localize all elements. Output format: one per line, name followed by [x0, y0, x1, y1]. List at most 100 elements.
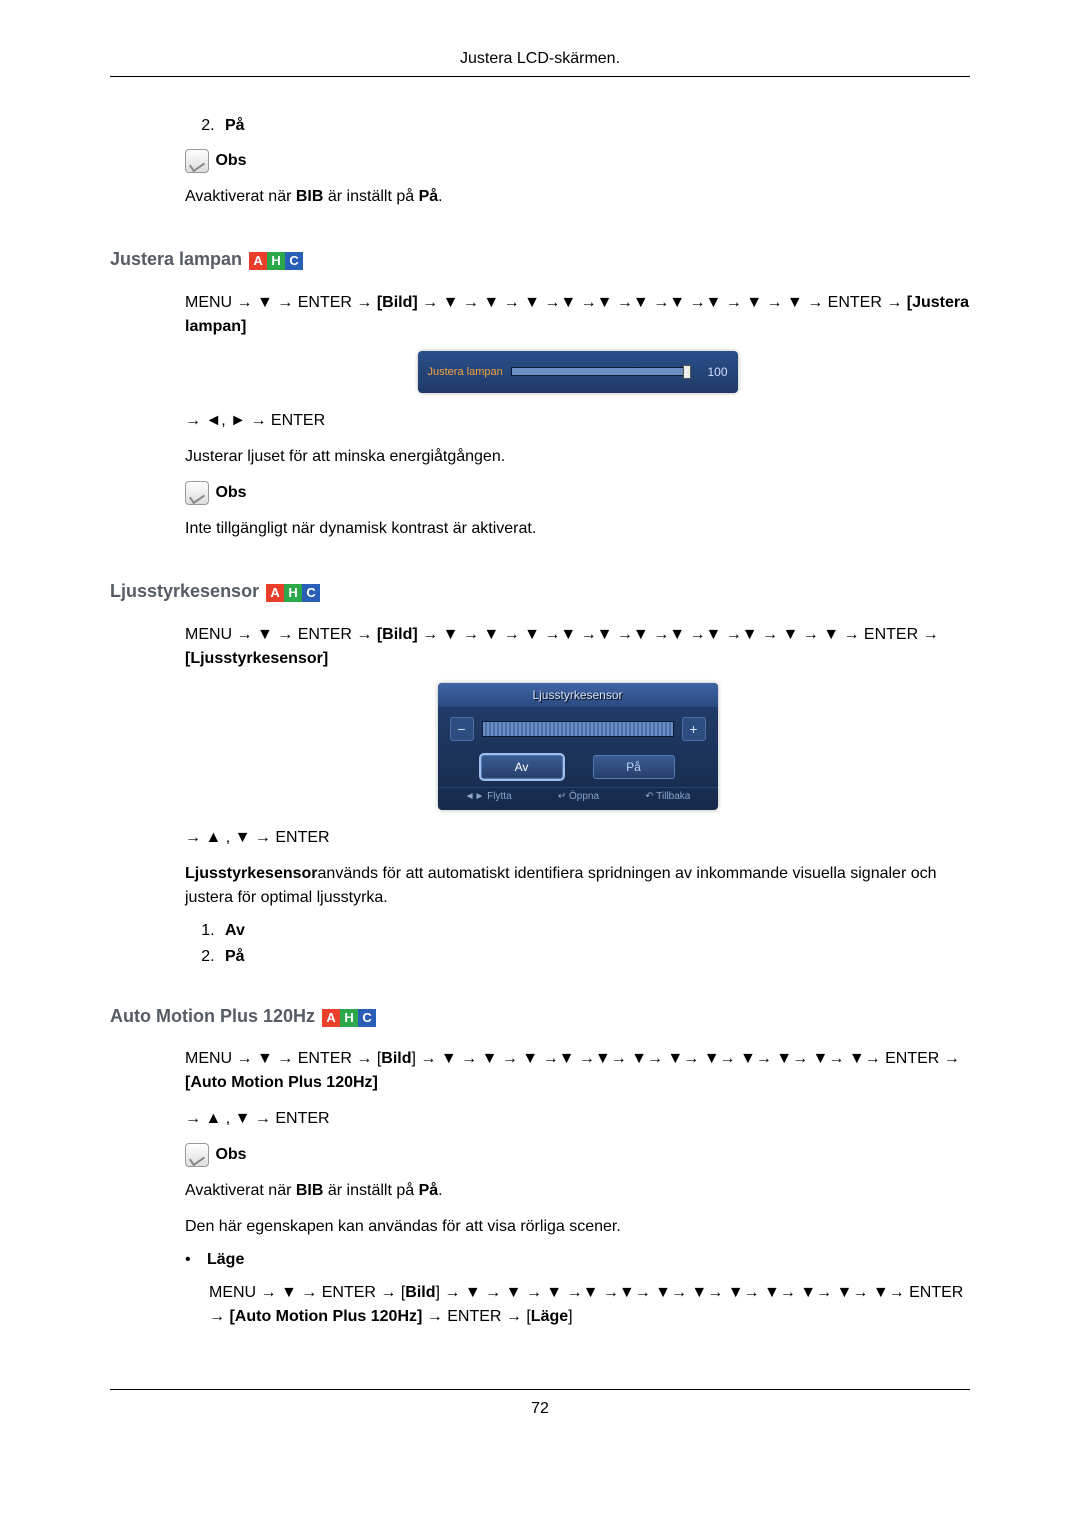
note-row: Obs: [185, 1143, 970, 1167]
note-label: Obs: [215, 484, 246, 501]
list-item: På: [219, 117, 970, 135]
section-title-text: Ljusstyrkesensor: [110, 581, 259, 601]
text-bold: BIB: [296, 188, 324, 205]
section-title-text: Justera lampan: [110, 249, 242, 269]
badge-a-icon: A: [322, 1009, 340, 1027]
page-number: 72: [110, 1389, 970, 1418]
footer-back: ↶ Tillbaka: [645, 791, 690, 802]
sensor-list: Av På: [185, 922, 970, 966]
text: Avaktiverat när: [185, 188, 296, 205]
note-icon: [185, 481, 209, 505]
text: → ENTER → [: [422, 1308, 530, 1325]
text: Avaktiverat när: [185, 1182, 296, 1199]
note-row: Obs: [185, 149, 970, 173]
list-item-label: Av: [225, 922, 245, 939]
minus-button[interactable]: −: [450, 717, 474, 741]
text: .: [438, 1182, 442, 1199]
badge-h-icon: H: [267, 252, 285, 270]
sensor-desc: Ljusstyrkesensoranvänds för att automati…: [185, 862, 970, 910]
text: → ▼ → ▼ → ▼ →▼ →▼ →▼ →▼ →▼ → ▼ → ▼ → ENT…: [418, 294, 907, 311]
osd-tabs: Av På: [438, 751, 718, 787]
nav-path: MENU → ▼ → ENTER → [Bild] → ▼ → ▼ → ▼ →▼…: [185, 623, 970, 671]
section-title-lamp: Justera lampan AHC: [110, 249, 970, 271]
text-bold: [Auto Motion Plus 120Hz]: [185, 1074, 378, 1091]
nav-path: MENU → ▼ → ENTER → [Bild] → ▼ → ▼ → ▼ →▼…: [185, 291, 970, 339]
badge-ahc: AHC: [322, 1006, 376, 1027]
osd-panel-title: Ljusstyrkesensor: [438, 683, 718, 707]
text: → ▼ → ▼ → ▼ →▼ →▼ →▼ →▼ →▼ →▼ → ▼ → ▼ → …: [418, 626, 939, 643]
badge-c-icon: C: [302, 584, 320, 602]
bullet-label: Läge: [207, 1251, 244, 1268]
text-bold: Läge: [531, 1308, 568, 1325]
lamp-note: Inte tillgängligt när dynamisk kontrast …: [185, 517, 970, 541]
tab-on[interactable]: På: [593, 755, 675, 779]
text: MENU → ▼ → ENTER → [: [185, 1050, 381, 1067]
page: Justera LCD-skärmen. På Obs Avaktiverat …: [0, 0, 1080, 1458]
text-bold: På: [419, 1182, 439, 1199]
note-text-body: Avaktiverat när BIB är inställt på På.: [185, 185, 970, 209]
text-bold: Ljusstyrkesensor: [185, 865, 318, 882]
list-item: Av: [219, 922, 970, 940]
note-label: Obs: [215, 152, 246, 169]
osd-slider[interactable]: [482, 721, 674, 737]
text: är inställt på: [323, 1182, 418, 1199]
osd-sensor-panel: Ljusstyrkesensor − + Av På ◄► Flytta ↵ Ö…: [438, 683, 718, 810]
bullet-marker: •: [185, 1251, 207, 1269]
badge-c-icon: C: [358, 1009, 376, 1027]
badge-a-icon: A: [266, 584, 284, 602]
osd-slider-row: − +: [438, 707, 718, 751]
text: .: [438, 188, 442, 205]
osd-lamp-value: 100: [698, 365, 728, 379]
text-bold: Bild: [405, 1284, 435, 1301]
text: är inställt på: [323, 188, 418, 205]
text-bold: BIB: [296, 1182, 324, 1199]
list-item: På: [219, 948, 970, 966]
badge-c-icon: C: [285, 252, 303, 270]
list-item-label: På: [225, 948, 245, 965]
osd-lamp-panel: Justera lampan 100: [418, 351, 738, 393]
footer-move: ◄► Flytta: [465, 791, 512, 802]
footer-open: ↵ Öppna: [558, 791, 599, 802]
tab-off[interactable]: Av: [481, 755, 563, 779]
note-label: Obs: [215, 1146, 246, 1163]
section-title-amp: Auto Motion Plus 120Hz AHC: [110, 1006, 970, 1028]
badge-h-icon: H: [284, 584, 302, 602]
lamp-desc: Justerar ljuset för att minska energiåtg…: [185, 445, 970, 469]
section-title-sensor: Ljusstyrkesensor AHC: [110, 581, 970, 603]
text: MENU → ▼ → ENTER →: [185, 294, 377, 311]
osd-lamp-slider[interactable]: [511, 367, 690, 376]
nav-path-2: → ▲ , ▼ → ENTER: [185, 1107, 970, 1131]
text-bold: [Bild]: [377, 626, 418, 643]
section-title-text: Auto Motion Plus 120Hz: [110, 1006, 315, 1026]
plus-button[interactable]: +: [682, 717, 706, 741]
note-icon: [185, 1143, 209, 1167]
content-body: På Obs Avaktiverat när BIB är inställt p…: [185, 117, 970, 1329]
badge-ahc: AHC: [249, 250, 303, 271]
nav-path-2: → ◄, ► → ENTER: [185, 409, 970, 433]
osd-footer: ◄► Flytta ↵ Öppna ↶ Tillbaka: [438, 787, 718, 806]
amp-desc2: Den här egenskapen kan användas för att …: [185, 1215, 970, 1239]
nav-path-2: → ▲ , ▼ → ENTER: [185, 826, 970, 850]
text: ]: [568, 1308, 572, 1325]
badge-a-icon: A: [249, 252, 267, 270]
osd-lamp-label: Justera lampan: [428, 366, 503, 378]
text-bold: Bild: [381, 1050, 411, 1067]
text-bold: [Ljusstyrkesensor]: [185, 650, 328, 667]
text: MENU → ▼ → ENTER →: [185, 626, 377, 643]
bullet-item: •Läge: [185, 1251, 970, 1269]
text-bold: [Bild]: [377, 294, 418, 311]
badge-ahc: AHC: [266, 582, 320, 603]
sub-nav-path: MENU → ▼ → ENTER → [Bild] → ▼ → ▼ → ▼ →▼…: [209, 1281, 970, 1329]
text: ] → ▼ → ▼ → ▼ →▼ →▼→ ▼→ ▼→ ▼→ ▼→ ▼→ ▼→ ▼…: [412, 1050, 960, 1067]
nav-path: MENU → ▼ → ENTER → [Bild] → ▼ → ▼ → ▼ →▼…: [185, 1047, 970, 1095]
page-header: Justera LCD-skärmen.: [110, 50, 970, 77]
note-icon: [185, 149, 209, 173]
text-bold: På: [419, 188, 439, 205]
note-row: Obs: [185, 481, 970, 505]
list-item-label: På: [225, 117, 245, 134]
text: MENU → ▼ → ENTER → [: [209, 1284, 405, 1301]
top-list: På: [185, 117, 970, 135]
text-bold: [Auto Motion Plus 120Hz]: [229, 1308, 422, 1325]
badge-h-icon: H: [340, 1009, 358, 1027]
amp-note: Avaktiverat när BIB är inställt på På.: [185, 1179, 970, 1203]
